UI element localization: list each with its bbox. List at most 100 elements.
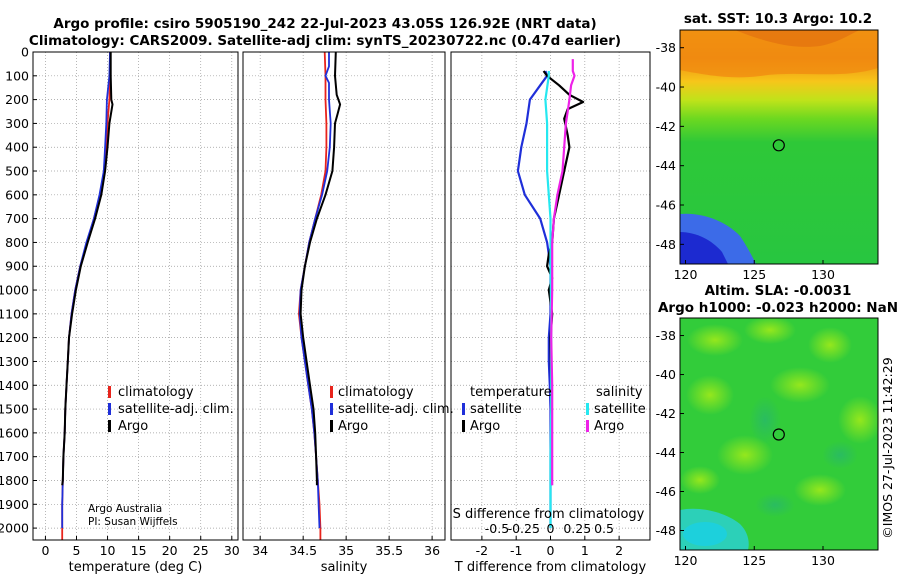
legend-label-climatology: climatology — [338, 385, 414, 400]
y-tick-label: 1800 — [0, 473, 29, 488]
legend-label-satellite: satellite-adj. clim. — [338, 402, 454, 417]
y-tick-label: 1000 — [0, 283, 29, 298]
legend-label-s-argo: Argo — [594, 419, 624, 434]
sla-high-anomaly — [794, 474, 846, 506]
plot-frame — [242, 51, 446, 541]
x-tick-label: 30 — [224, 543, 240, 558]
legend-swatch-satellite — [330, 403, 333, 415]
y-tick-label: 0 — [21, 45, 29, 60]
map-y-tick-label: -40 — [656, 367, 676, 382]
sst-warm-core — [735, 30, 860, 47]
series-line-argo — [61, 52, 114, 486]
legend-swatch-argo — [108, 420, 111, 432]
sla-high-anomaly — [680, 466, 720, 494]
y-tick-label: 100 — [5, 68, 29, 83]
secondary-tick-label: 0.5 — [594, 521, 614, 536]
map-y-tick-label: -48 — [656, 237, 676, 252]
sla-low-anomaly — [755, 493, 795, 517]
sla-low-anomaly — [822, 441, 858, 469]
legend-label-climatology: climatology — [118, 385, 194, 400]
legend-swatch-t-satellite — [462, 403, 465, 415]
sla-argo-location-marker — [772, 428, 785, 441]
sla-map-frame — [679, 317, 879, 551]
secondary-tick-label: 0.25 — [563, 521, 591, 536]
map-x-tick-label: 120 — [674, 553, 698, 568]
x-tick-label: 5 — [73, 543, 81, 558]
sla-map-title-line1: Altim. SLA: -0.0031 — [705, 283, 852, 299]
legend-swatch-satellite — [108, 403, 111, 415]
y-tick-label: 1600 — [0, 425, 29, 440]
legend-label-t-argo: Argo — [470, 419, 500, 434]
x-tick-label: 2 — [615, 543, 623, 558]
secondary-tick-label: 0 — [547, 521, 555, 536]
plot-frame — [32, 51, 239, 541]
legend-heading-temperature: temperature — [470, 385, 552, 400]
legend-label-argo: Argo — [118, 419, 148, 434]
legend-swatch-t-argo — [462, 420, 465, 432]
x-axis-label: salinity — [321, 560, 368, 575]
legend-label-s-satellite: satellite — [594, 402, 646, 417]
sla-high-anomaly — [770, 367, 830, 403]
sla-high-anomaly — [687, 324, 743, 356]
x-tick-label: 25 — [193, 543, 209, 558]
y-tick-label: 500 — [5, 164, 29, 179]
sst-argo-location-marker — [772, 139, 785, 152]
map-x-tick-label: 125 — [742, 553, 766, 568]
y-tick-label: 200 — [5, 92, 29, 107]
sst-map-frame — [679, 29, 879, 265]
map-x-tick-label: 120 — [674, 267, 698, 282]
legend-swatch-argo — [330, 420, 333, 432]
y-tick-label: 400 — [5, 140, 29, 155]
x-axis-label: T difference from climatology — [454, 560, 647, 575]
y-tick-label: 700 — [5, 211, 29, 226]
map-x-tick-label: 130 — [811, 267, 835, 282]
y-tick-label: 1900 — [0, 497, 29, 512]
x-tick-label: 34.5 — [289, 543, 317, 558]
x-axis-label: temperature (deg C) — [69, 560, 203, 575]
x-tick-label: 35 — [338, 543, 354, 558]
map-x-tick-label: 125 — [742, 267, 766, 282]
sla-low-anomaly — [749, 396, 781, 444]
sst-map-title: sat. SST: 10.3 Argo: 10.2 — [684, 11, 872, 27]
x-tick-label: 35.5 — [375, 543, 403, 558]
y-tick-label: 2000 — [0, 521, 29, 536]
y-tick-label: 600 — [5, 187, 29, 202]
series-line-argo — [299, 51, 342, 486]
map-y-tick-label: -48 — [656, 523, 676, 538]
x-tick-label: 1 — [581, 543, 589, 558]
x-tick-label: -2 — [476, 543, 488, 558]
x-tick-label: 0 — [41, 543, 49, 558]
copyright-watermark: ©IMOS 27-Jul-2023 11:42:29 — [880, 357, 895, 538]
map-y-tick-label: -46 — [656, 198, 676, 213]
series-line-climatology — [61, 52, 111, 540]
legend-swatch-climatology — [108, 386, 111, 398]
sla-map-title-line2: Argo h1000: -0.023 h2000: NaN — [658, 300, 898, 316]
sla-high-anomaly — [686, 375, 734, 415]
legend-label-satellite: satellite-adj. clim. — [118, 402, 234, 417]
map-y-tick-label: -38 — [656, 328, 676, 343]
sla-low-core — [683, 522, 727, 546]
x-tick-label: 15 — [131, 543, 147, 558]
y-tick-label: 1400 — [0, 378, 29, 393]
sla-map-ticks: 120 125 130 -38 -40 -42 -44 -46 -48 — [656, 328, 835, 568]
legend-swatch-s-satellite — [586, 403, 589, 415]
map-x-tick-label: 130 — [811, 553, 835, 568]
map-y-tick-label: -40 — [656, 80, 676, 95]
y-tick-label: 1700 — [0, 449, 29, 464]
sla-high-anomaly — [838, 396, 882, 444]
secondary-tick-label: -0.5 — [485, 521, 509, 536]
x-tick-label: 34 — [252, 543, 268, 558]
y-tick-label: 300 — [5, 116, 29, 131]
y-tick-label: 1200 — [0, 330, 29, 345]
map-y-tick-label: -44 — [656, 158, 676, 173]
secondary-tick-label: -0.25 — [508, 521, 540, 536]
y-tick-label: 1500 — [0, 402, 29, 417]
credit-line1: Argo Australia — [88, 503, 162, 515]
sla-high-anomaly — [717, 435, 773, 475]
sla-high-anomaly — [744, 316, 796, 344]
x-tick-label: 36 — [424, 543, 440, 558]
y-tick-label: 1300 — [0, 354, 29, 369]
sst-cold-core — [680, 232, 728, 264]
salinity-panel: 34 34.5 35 35.5 36 salinity — [242, 51, 446, 575]
